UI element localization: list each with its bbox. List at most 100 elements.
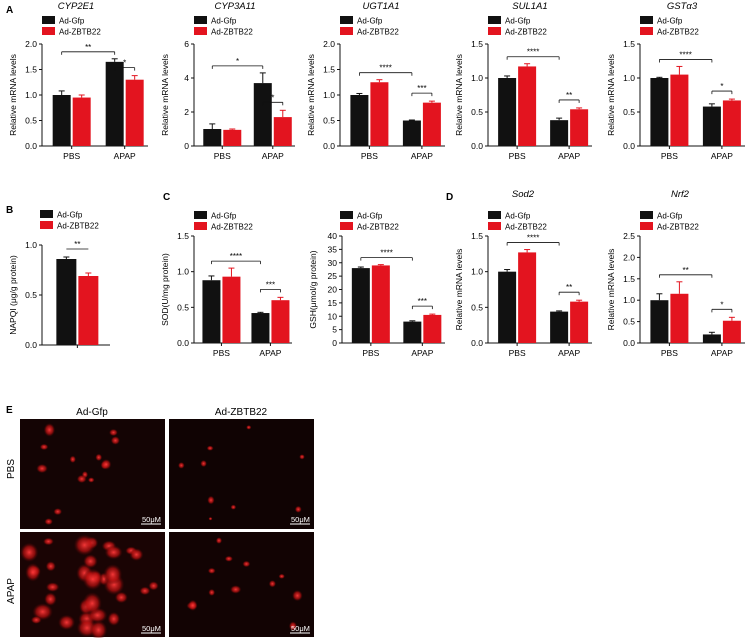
y-tick-label: 1.5	[471, 231, 483, 241]
bar	[370, 82, 389, 146]
y-tick-label: 15	[328, 298, 338, 308]
y-tick-label: 0.5	[623, 317, 635, 327]
micro-row-label-pbs: PBS	[6, 459, 17, 479]
fluorescent-cell	[268, 580, 277, 588]
x-tick-label: APAP	[411, 151, 433, 161]
micrograph-panel: Ad-Gfp Ad-ZBTB22 PBS APAP 50μM 50μM 50μM…	[6, 407, 314, 638]
chart-title: GSTα3	[667, 1, 698, 12]
y-tick-label: 4	[184, 73, 189, 83]
significance-label: ***	[418, 297, 427, 306]
chart-title: CYP2E1	[58, 1, 94, 12]
bar	[223, 129, 242, 146]
y-axis-label: Relative mRNA levels	[606, 249, 616, 331]
bar	[52, 95, 71, 146]
scale-bar-label: 50μM	[142, 515, 161, 524]
scale-bar-label: 50μM	[291, 515, 310, 524]
fluorescent-cell	[188, 599, 198, 611]
scale-bar-label: 50μM	[291, 624, 310, 633]
y-tick-label: 1.5	[623, 274, 635, 284]
x-tick-label: PBS	[661, 151, 678, 161]
y-tick-label: 2	[184, 107, 189, 117]
y-tick-label: 1.0	[623, 295, 635, 305]
legend-label: Ad-Gfp	[57, 211, 83, 220]
y-tick-label: 1.0	[25, 90, 37, 100]
bar	[125, 79, 144, 146]
legend-swatch	[42, 16, 55, 24]
x-tick-label: APAP	[262, 151, 284, 161]
significance-label: ****	[380, 249, 392, 258]
fluorescent-cell	[242, 560, 251, 568]
legend-label: Ad-Gfp	[505, 17, 531, 26]
significance-label: *	[123, 59, 126, 68]
fluorescent-cell	[229, 585, 242, 594]
fluorescent-cell	[20, 542, 39, 563]
legend-label: Ad-Gfp	[357, 212, 383, 221]
fluorescent-cell	[278, 573, 286, 579]
legend-swatch	[340, 222, 353, 230]
fluorescent-cell	[103, 564, 123, 585]
legend-swatch	[488, 16, 501, 24]
bar	[222, 276, 241, 343]
y-axis-label: GSH(μmol/g protein)	[308, 250, 318, 328]
y-tick-label: 0.0	[177, 338, 189, 348]
significance-label: **	[683, 266, 689, 275]
legend-label: Ad-ZBTB22	[211, 223, 253, 232]
panel-letter-a: A	[6, 5, 13, 16]
y-tick-label: 0.0	[471, 141, 483, 151]
y-tick-label: 0.0	[623, 141, 635, 151]
fluorescent-cell	[100, 458, 112, 470]
y-tick-label: 1.0	[323, 90, 335, 100]
y-tick-label: 1.0	[25, 240, 37, 250]
legend-label: Ad-ZBTB22	[357, 28, 399, 37]
fluorescent-cell	[299, 454, 305, 460]
legend-swatch	[640, 16, 653, 24]
bar	[72, 97, 91, 146]
fluorescent-cell	[76, 474, 87, 484]
chart-sod2: Sod2 Ad-Gfp Ad-ZBTB22 0.0 0.5 1.0 1.5 Relative …	[454, 189, 592, 358]
y-tick-label: 1.5	[623, 39, 635, 49]
bar	[350, 95, 369, 146]
bar	[518, 66, 537, 146]
panel-letter-e: E	[6, 405, 13, 416]
legend-swatch	[488, 211, 501, 219]
legend-label: Ad-ZBTB22	[59, 28, 101, 37]
legend-label: Ad-ZBTB22	[357, 223, 399, 232]
fluorescent-cell	[58, 614, 76, 631]
chart-gsta3: GSTα3 Ad-Gfp Ad-ZBTB22 0.0 0.5 1.0 1.5 Relative…	[606, 1, 745, 161]
fluorescent-cell	[104, 545, 123, 560]
y-tick-label: 1.5	[323, 65, 335, 75]
micrograph-apap-zbtb22	[169, 532, 314, 637]
fluorescent-cell	[69, 455, 77, 464]
significance-label: **	[85, 43, 91, 52]
bar-charts: CYP2E1 Ad-Gfp Ad-ZBTB22 0.0 0.5 1.0 1.5 2.0 Rela…	[8, 1, 745, 358]
bar	[56, 259, 77, 345]
panel-letter-d: D	[446, 192, 453, 203]
bar	[650, 78, 669, 146]
x-tick-label: APAP	[411, 348, 433, 358]
fluorescent-cell	[53, 508, 63, 516]
bar	[498, 271, 517, 343]
legend-label: Ad-ZBTB22	[657, 223, 699, 232]
bar	[105, 61, 124, 146]
fluorescent-cell	[87, 477, 95, 483]
bar	[722, 100, 741, 146]
fluorescent-cell	[39, 443, 49, 451]
legend-swatch	[340, 211, 353, 219]
micrograph-pbs-zbtb22	[169, 419, 314, 529]
significance-label: ***	[417, 84, 426, 93]
significance-label: ***	[266, 280, 275, 289]
fluorescent-cell	[177, 461, 185, 469]
y-axis-label: Relative mRNA levels	[160, 54, 170, 136]
y-axis-label: NAPQI (μg/g protein)	[8, 255, 18, 335]
legend-label: Ad-ZBTB22	[57, 222, 99, 231]
micrograph-pbs-gfp	[20, 419, 165, 529]
y-tick-label: 1.0	[471, 267, 483, 277]
legend-swatch	[640, 27, 653, 35]
legend-swatch	[40, 221, 53, 229]
bar	[570, 301, 589, 343]
bar	[403, 321, 422, 343]
fluorescent-cell	[44, 592, 57, 606]
fluorescent-cell	[83, 554, 98, 569]
fluorescent-cell	[288, 621, 298, 632]
fluorescent-cell	[89, 620, 108, 638]
